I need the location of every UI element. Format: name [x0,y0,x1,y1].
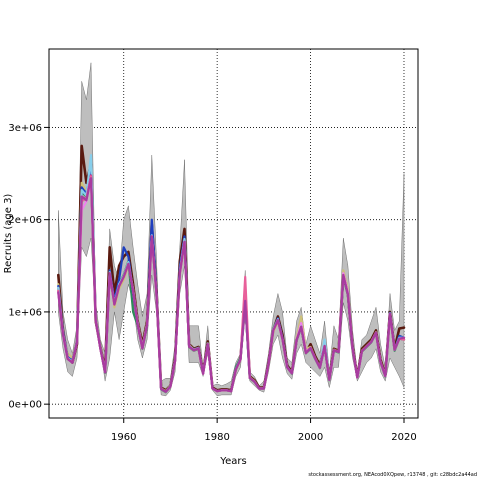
x-tick-label: 2020 [391,432,416,443]
plot-frame [48,48,419,419]
series-lines [56,144,406,394]
x-axis-title: Years [219,456,246,467]
x-tick-label: 2000 [298,432,323,443]
y-axis: 0e+00 1e+06 2e+06 3e+06 [8,123,49,411]
y-tick-label: 0e+00 [8,400,42,411]
x-tick-label: 1980 [204,432,229,443]
x-tick-label: 1960 [111,432,136,443]
y-tick-label: 1e+06 [8,307,42,318]
footer-credit: stockassessment.org, NEAcod0XQpew, r1374… [308,472,477,478]
y-tick-label: 2e+06 [8,215,42,226]
y-axis-title: Recruits (age 3) [3,194,14,274]
y-tick-label: 3e+06 [8,123,42,134]
x-axis: 1960 1980 2000 2020 [111,418,417,443]
series-line-9 [57,177,406,393]
